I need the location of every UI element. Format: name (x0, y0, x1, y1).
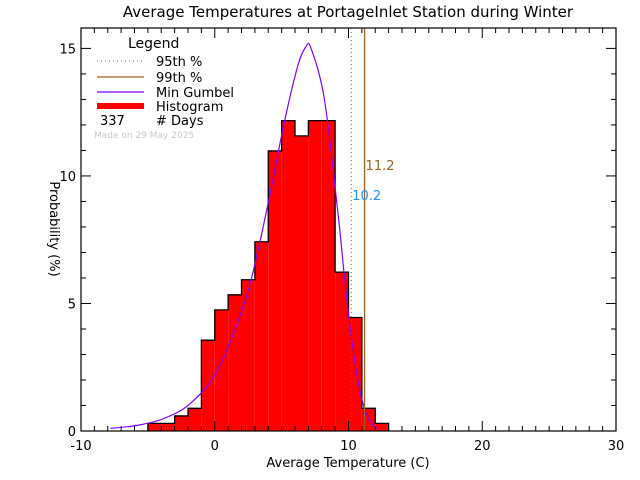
histogram-bar (268, 150, 282, 432)
x-tick-label: 10 (340, 439, 357, 454)
histogram-bar (214, 309, 229, 431)
x-axis: -10 0 10 20 30 (70, 28, 624, 454)
gumbel-curve (110, 42, 379, 430)
legend-title: Legend (128, 36, 179, 52)
y-axis-label: Probability (%) (46, 181, 61, 276)
y-tick-label: 10 (59, 170, 76, 185)
histogram-bar (308, 120, 322, 431)
x-axis-label: Average Temperature (C) (266, 456, 429, 471)
legend: Legend 95th % 99th % Min Gumbel Histogra… (94, 36, 234, 141)
histogram-bar (188, 408, 202, 431)
legend-histogram-label: Histogram (156, 100, 223, 115)
y-tick-label: 15 (59, 42, 76, 57)
x-tick-label: 20 (474, 439, 491, 454)
histogram-bar (375, 423, 389, 431)
legend-gumbel-label: Min Gumbel (156, 86, 234, 101)
histogram-bar (228, 294, 242, 431)
y-tick-label: 0 (68, 425, 76, 440)
x-tick-label: -10 (70, 439, 91, 454)
legend-histogram-swatch (97, 103, 144, 109)
legend-days-count: 337 (100, 114, 125, 129)
histogram-bar (254, 241, 269, 431)
legend-95-label: 95th % (156, 55, 202, 70)
histogram-bar (335, 272, 349, 431)
histogram-bar (281, 120, 295, 431)
histogram-bar (321, 120, 336, 431)
histogram-bar (241, 279, 255, 431)
made-on-note: Made on 29 May 2025 (94, 131, 194, 141)
legend-99-label: 99th % (156, 71, 202, 86)
x-tick-label: 30 (608, 439, 625, 454)
x-tick-label: 0 (211, 439, 219, 454)
histogram-bar (295, 135, 309, 431)
percentile-99-label: 11.2 (366, 159, 395, 174)
histogram-bar (147, 423, 162, 431)
percentile-95-label: 10.2 (352, 189, 381, 204)
histogram (147, 119, 390, 432)
histogram-outline (147, 119, 390, 431)
legend-days-label: # Days (156, 114, 204, 129)
chart-title: Average Temperatures at PortageInlet Sta… (123, 3, 574, 21)
histogram-bar (348, 317, 362, 431)
y-tick-label: 5 (68, 297, 76, 312)
y-axis: 0 5 10 15 (59, 42, 616, 440)
histogram-bar (174, 415, 188, 431)
histogram-bar (161, 423, 175, 431)
